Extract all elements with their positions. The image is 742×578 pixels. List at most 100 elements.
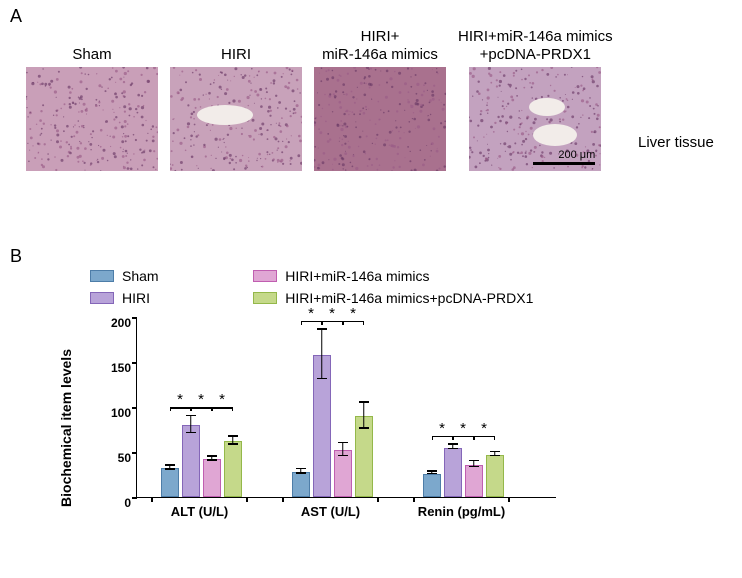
error-bar <box>363 402 365 416</box>
error-cap <box>165 464 175 466</box>
error-cap <box>469 460 479 462</box>
legend-label: HIRI <box>122 290 150 306</box>
x-tick-mark <box>282 497 284 502</box>
significance-tick <box>432 436 434 440</box>
legend-swatch <box>90 270 114 282</box>
bar <box>355 416 373 497</box>
x-tick-mark <box>246 497 248 502</box>
y-tick-mark <box>132 317 137 319</box>
bar <box>161 468 179 497</box>
error-cap <box>228 435 238 437</box>
significance-star: * <box>439 420 445 437</box>
panel-a-label: A <box>10 6 22 27</box>
bar-group <box>290 355 374 497</box>
error-bar <box>363 415 365 429</box>
histology-group-label: HIRI+ miR-146a mimics <box>322 26 438 64</box>
error-bar <box>473 464 475 468</box>
chart-legend: Sham HIRI+miR-146a mimics HIRI HIRI+miR-146… <box>90 268 600 306</box>
histology-group-label: HIRI <box>221 26 251 64</box>
bar <box>182 425 200 497</box>
y-tick-mark <box>132 497 137 499</box>
y-tick-label: 100 <box>103 406 131 420</box>
significance-tick <box>343 321 345 325</box>
scale-bar <box>533 162 595 165</box>
bar <box>224 441 242 497</box>
histology-group-label: Sham <box>72 26 111 64</box>
error-bar <box>190 424 192 433</box>
y-tick-mark <box>132 362 137 364</box>
significance-tick <box>232 407 234 411</box>
significance-star: * <box>177 391 183 408</box>
legend-label: Sham <box>122 268 159 284</box>
significance-tick <box>322 321 324 325</box>
histology-image: 200 μm <box>469 67 601 171</box>
error-cap <box>427 470 437 472</box>
error-cap <box>186 415 196 417</box>
legend-swatch <box>90 292 114 304</box>
error-cap <box>207 455 217 457</box>
legend-item: Sham <box>90 268 225 284</box>
error-cap <box>296 468 306 470</box>
histology-image <box>314 67 446 171</box>
error-bar <box>321 354 323 379</box>
significance-star: * <box>350 305 356 322</box>
chart-area: Biochemical item levels 050100150200ALT … <box>106 318 600 538</box>
significance-star: * <box>219 391 225 408</box>
legend-label: HIRI+miR-146a mimics <box>285 268 429 284</box>
significance-tick <box>191 407 193 411</box>
significance-tick <box>212 407 214 411</box>
error-cap <box>338 442 348 444</box>
legend-swatch <box>253 270 277 282</box>
histology-column: HIRI+ miR-146a mimics <box>314 26 446 171</box>
scale-bar-label: 200 μm <box>558 149 595 161</box>
error-bar <box>169 467 171 470</box>
bar <box>334 450 352 497</box>
y-axis-label: Biochemical item levels <box>58 349 74 507</box>
error-bar <box>342 442 344 449</box>
error-cap <box>490 451 500 453</box>
bar <box>203 459 221 497</box>
significance-tick <box>301 321 303 325</box>
significance-star: * <box>329 305 335 322</box>
x-tick-mark <box>508 497 510 502</box>
x-axis-label: ALT (U/L) <box>171 504 229 519</box>
histology-column: Sham <box>26 26 158 171</box>
histology-column: HIRI <box>170 26 302 171</box>
error-bar <box>431 473 433 475</box>
histology-image <box>170 67 302 171</box>
error-cap <box>359 401 369 403</box>
bar-group <box>421 448 505 498</box>
error-cap <box>448 443 458 445</box>
significance-star: * <box>198 391 204 408</box>
bar-group <box>159 425 243 497</box>
error-bar <box>300 471 302 474</box>
legend-swatch <box>253 292 277 304</box>
x-tick-mark <box>377 497 379 502</box>
significance-tick <box>474 436 476 440</box>
y-tick-mark <box>132 407 137 409</box>
significance-star: * <box>481 420 487 437</box>
error-cap <box>317 328 327 330</box>
legend-label: HIRI+miR-146a mimics+pcDNA-PRDX1 <box>285 290 533 306</box>
y-tick-label: 50 <box>103 451 131 465</box>
significance-tick <box>494 436 496 440</box>
legend-item: HIRI+miR-146a mimics+pcDNA-PRDX1 <box>253 290 600 306</box>
error-bar <box>190 415 192 424</box>
plot: 050100150200ALT (U/L)***AST (U/L)***Reni… <box>136 318 556 498</box>
error-bar <box>211 458 213 461</box>
significance-tick <box>170 407 172 411</box>
error-bar <box>232 440 234 445</box>
significance-star: * <box>460 420 466 437</box>
histology-image <box>26 67 158 171</box>
panel-b-label: B <box>10 246 22 267</box>
tissue-label: Liver tissue <box>638 134 714 151</box>
x-tick-mark <box>413 497 415 502</box>
bar <box>423 474 441 497</box>
panel-a: ShamHIRIHIRI+ miR-146a mimicsHIRI+miR-14… <box>26 26 726 171</box>
x-axis-label: Renin (pg/mL) <box>418 504 505 519</box>
y-tick-mark <box>132 452 137 454</box>
bar <box>292 472 310 497</box>
significance-tick <box>453 436 455 440</box>
bar <box>313 355 331 497</box>
bar <box>465 465 483 497</box>
